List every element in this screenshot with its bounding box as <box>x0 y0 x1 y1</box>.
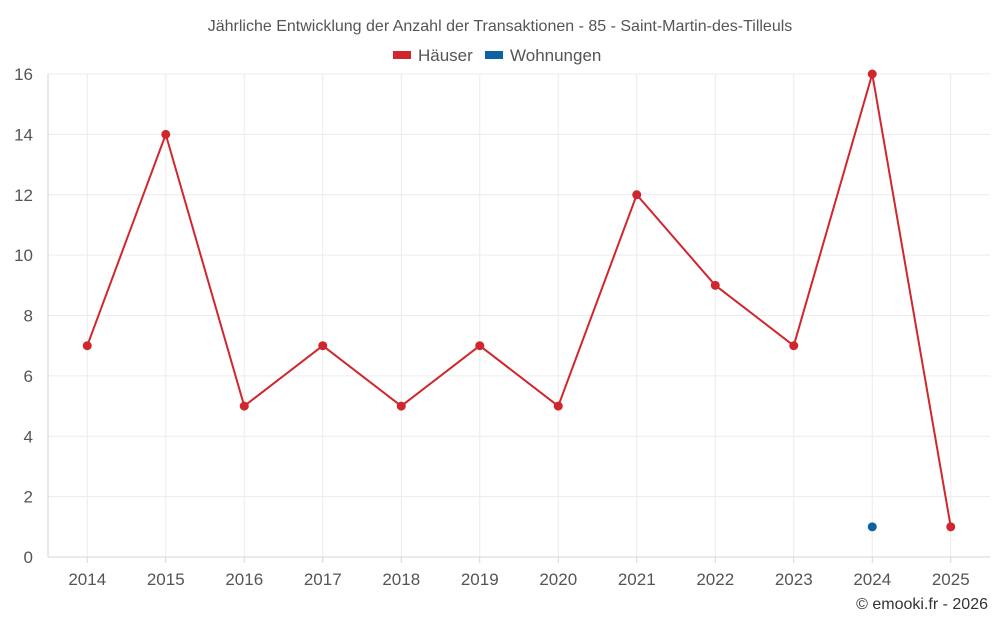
legend-swatch-haeuser <box>393 51 411 59</box>
x-tick-label: 2017 <box>304 570 342 589</box>
data-point-series-0[interactable] <box>867 69 877 79</box>
y-tick-label: 16 <box>14 65 33 84</box>
x-tick-label: 2021 <box>618 570 656 589</box>
legend-item-haeuser[interactable]: Häuser <box>393 46 473 65</box>
series-line-0 <box>86 73 952 527</box>
chart-title: Jährliche Entwicklung der Anzahl der Tra… <box>208 18 793 35</box>
x-tick-label: 2020 <box>539 570 577 589</box>
x-tick-label: 2018 <box>382 570 420 589</box>
data-point-series-1[interactable] <box>867 522 877 532</box>
copyright-credit: © emooki.fr - 2026 <box>856 596 988 613</box>
data-point-series-0[interactable] <box>710 280 720 290</box>
x-tick-label: 2019 <box>461 570 499 589</box>
data-point-series-0[interactable] <box>318 341 328 351</box>
x-tick-label: 2024 <box>853 570 891 589</box>
data-point-series-0[interactable] <box>553 401 563 411</box>
x-tick-label: 2022 <box>696 570 734 589</box>
x-tick-label: 2014 <box>68 570 106 589</box>
series-layer <box>82 69 956 532</box>
legend-item-wohnungen[interactable]: Wohnungen <box>485 46 601 65</box>
legend: Häuser Wohnungen <box>393 46 601 65</box>
x-tick-label: 2025 <box>932 570 970 589</box>
y-tick-label: 8 <box>24 307 33 326</box>
x-tick-label: 2016 <box>225 570 263 589</box>
y-tick-label: 6 <box>24 367 33 386</box>
data-point-series-0[interactable] <box>475 341 485 351</box>
y-tick-label: 14 <box>14 125 33 144</box>
data-point-series-0[interactable] <box>239 401 249 411</box>
y-tick-label: 12 <box>14 186 33 205</box>
y-tick-label: 2 <box>24 488 33 507</box>
x-tick-label: 2023 <box>775 570 813 589</box>
axes: 0 2 4 6 8 10 12 14 16 2014 2015 2016 2017 2018 2019 202… <box>14 65 990 589</box>
data-point-series-0[interactable] <box>396 401 406 411</box>
y-tick-label: 0 <box>24 548 33 567</box>
gridlines <box>48 73 990 557</box>
data-point-series-0[interactable] <box>789 341 799 351</box>
data-point-series-0[interactable] <box>82 341 92 351</box>
data-point-series-0[interactable] <box>946 522 956 532</box>
legend-swatch-wohnungen <box>485 51 503 59</box>
y-tick-label: 4 <box>24 427 33 446</box>
data-point-series-0[interactable] <box>632 190 642 200</box>
y-tick-label: 10 <box>14 246 33 265</box>
data-point-series-0[interactable] <box>161 129 171 139</box>
x-tick-label: 2015 <box>147 570 185 589</box>
legend-label-wohnungen: Wohnungen <box>510 46 601 65</box>
legend-label-haeuser: Häuser <box>418 46 473 65</box>
